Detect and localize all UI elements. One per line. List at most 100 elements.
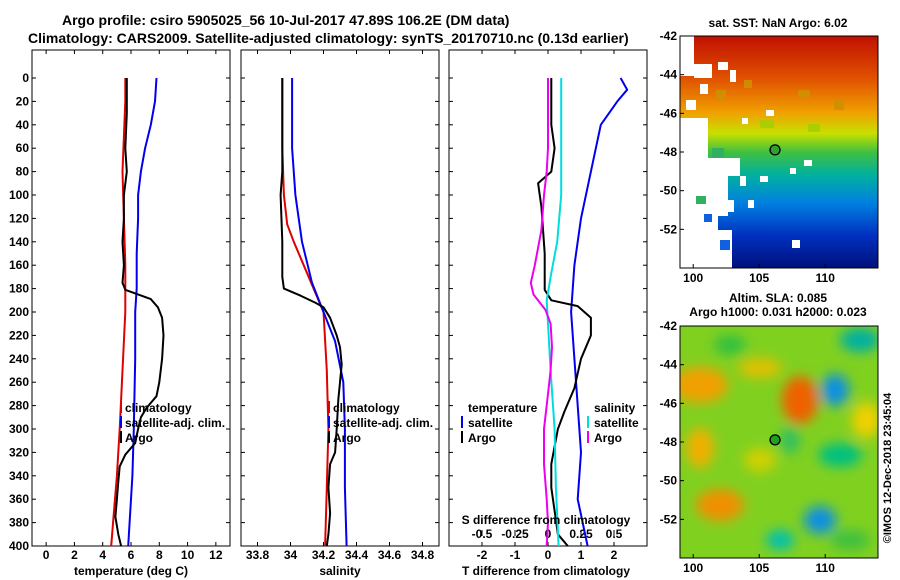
y-tick-label: 260 [9, 375, 29, 389]
x-tick-label: 0 [43, 548, 50, 562]
map-y-tick-label: -52 [660, 512, 678, 526]
x-tick-label: 12 [209, 548, 223, 562]
x-tick-label: -2 [477, 548, 488, 562]
map-y-tick-label: -44 [660, 358, 678, 372]
difference-secondary-x-label: S difference from climatology [462, 513, 631, 527]
difference-legend: temperature satellite Argo salinity sate… [461, 401, 639, 445]
x-tick-label: 33.8 [246, 548, 270, 562]
y-tick-label: 60 [16, 141, 30, 155]
secondary-x-tick-label: -0.25 [501, 527, 529, 541]
series-line-temperature-argo [537, 78, 592, 547]
temperature-x-axis: 0 2 4 6 8 10 12 [43, 50, 223, 562]
y-tick-label: 400 [9, 539, 29, 553]
sla-map-image [680, 326, 878, 558]
temperature-y-axis: 0 20 40 60 80 100 120 140 160 180 200 220 240 260 280 3… [9, 71, 230, 553]
x-tick-label: 2 [71, 548, 78, 562]
y-tick-label: 160 [9, 258, 29, 272]
sst-map-title: sat. SST: NaN Argo: 6.02 [709, 16, 848, 30]
map-x-tick-label: 110 [816, 271, 836, 285]
map-x-tick-label: 100 [683, 271, 703, 285]
y-tick-label: 140 [9, 235, 29, 249]
y-tick-label: 200 [9, 305, 29, 319]
difference-x-label: T difference from climatology [462, 564, 630, 578]
series-line-satellite-adj-clim- [291, 78, 348, 547]
x-tick-label: 34.8 [411, 548, 435, 562]
salinity-axes-frame [240, 49, 440, 547]
imos-watermark: ©IMOS 12-Dec-2018 23:45:04 [882, 392, 894, 543]
map-y-tick-label: -46 [660, 106, 678, 120]
difference-y-axis [449, 77, 647, 547]
secondary-x-tick-label: 0.25 [569, 527, 593, 541]
temperature-axes-frame [31, 49, 231, 547]
series-line-argo [114, 78, 165, 547]
y-tick-label: 320 [9, 445, 29, 459]
map-y-tick-label: -48 [660, 435, 678, 449]
x-tick-label: 1 [578, 548, 585, 562]
temperature-x-label: temperature (deg C) [74, 564, 188, 578]
difference-panel: -2 -1 0 1 2 -0.5 -0.25 0 0.25 0.5 S difference f… [448, 49, 648, 578]
map-y-tick-label: -42 [660, 319, 678, 333]
salinity-legend: climatology satellite-adj. clim. Argo [328, 401, 433, 445]
x-tick-label: 34.4 [345, 548, 369, 562]
x-tick-label: 4 [99, 548, 106, 562]
y-tick-label: 20 [16, 94, 30, 108]
temperature-series [110, 77, 165, 547]
y-tick-label: 40 [16, 118, 30, 132]
sla-map-subtitle: Argo h1000: 0.031 h2000: 0.023 [689, 305, 867, 319]
legend-label-argo: Argo [333, 431, 361, 445]
series-line-argo [279, 78, 343, 547]
x-tick-label: 0 [545, 548, 552, 562]
secondary-x-tick-label: 0.5 [606, 527, 623, 541]
map-x-tick-label: 105 [749, 271, 769, 285]
sla-map-title: Altim. SLA: 0.085 [729, 291, 827, 305]
x-tick-label: -1 [510, 548, 521, 562]
map-y-tick-label: -46 [660, 396, 678, 410]
legend-label-argo: Argo [125, 431, 153, 445]
y-tick-label: 300 [9, 422, 29, 436]
x-tick-label: 34.6 [378, 548, 402, 562]
sst-map-panel: sat. SST: NaN Argo: 6.02 [660, 16, 879, 285]
figure-title-line2: Climatology: CARS2009. Satellite-adjuste… [28, 30, 629, 46]
salinity-panel: 33.8 34 34.2 34.4 34.6 34.8 salinity climatol… [240, 49, 440, 578]
y-tick-label: 0 [22, 71, 29, 85]
sla-map-axes: 100 105 110 -42 -44 -46 -48 -50 -52 [660, 319, 836, 575]
map-y-tick-label: -52 [660, 222, 678, 236]
y-tick-label: 120 [9, 211, 29, 225]
figure-title-line1: Argo profile: csiro 5905025_56 10-Jul-20… [62, 12, 509, 28]
x-tick-label: 8 [156, 548, 163, 562]
y-tick-label: 80 [16, 165, 30, 179]
legend-label-climatology: climatology [125, 401, 192, 415]
salinity-x-axis: 33.8 34 34.2 34.4 34.6 34.8 [246, 50, 435, 562]
legend-label-satellite-adj: satellite-adj. clim. [333, 416, 433, 430]
argo-location-marker [769, 144, 781, 156]
series-line-salinity-argo [529, 78, 553, 547]
secondary-x-tick-label: -0.5 [472, 527, 493, 541]
y-tick-label: 280 [9, 399, 29, 413]
y-tick-label: 380 [9, 516, 29, 530]
y-tick-label: 180 [9, 282, 29, 296]
y-tick-label: 240 [9, 352, 29, 366]
y-tick-label: 360 [9, 492, 29, 506]
map-y-tick-label: -50 [660, 474, 678, 488]
salinity-y-axis [241, 77, 439, 547]
y-tick-label: 100 [9, 188, 29, 202]
series-line-climatology [281, 78, 330, 547]
map-x-tick-label: 105 [749, 561, 769, 575]
series-line-salinity-satellite [545, 78, 563, 547]
sla-map-panel: Altim. SLA: 0.085 Argo h1000: 0.031 h200… [660, 291, 879, 575]
map-x-tick-label: 110 [816, 561, 836, 575]
x-tick-label: 2 [611, 548, 618, 562]
temperature-panel: 0204060801001201401601802002202402602803… [9, 49, 231, 578]
legend-label-s-argo: Argo [594, 431, 622, 445]
legend-label-climatology: climatology [333, 401, 400, 415]
legend-label-s-satellite: satellite [594, 416, 639, 430]
difference-x-axis: -2 -1 0 1 2 [477, 50, 618, 562]
argo-location-marker [769, 434, 781, 446]
temperature-legend: climatology satellite-adj. clim. Argo [120, 401, 225, 445]
x-tick-label: 34 [284, 548, 298, 562]
map-y-tick-label: -50 [660, 184, 678, 198]
legend-label-satellite-adj: satellite-adj. clim. [125, 416, 225, 430]
y-tick-label: 220 [9, 328, 29, 342]
legend-label-t-satellite: satellite [468, 416, 513, 430]
difference-series [529, 77, 629, 547]
